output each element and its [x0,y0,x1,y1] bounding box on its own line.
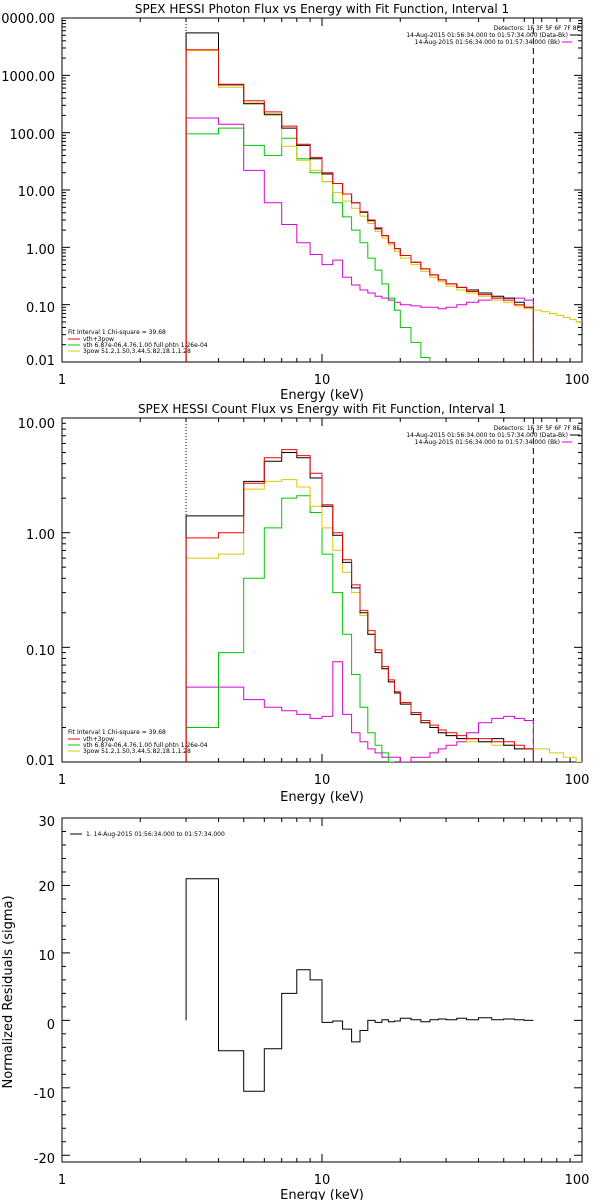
x-tick-label: 1 [58,773,66,788]
detectors-text: Detectors: 1F 3F 5F 6F 7F 8F [494,25,581,32]
y-tick-label: 20 [38,880,55,895]
detectors-text: Detectors: 1F 3F 5F 6F 7F 8F [494,425,581,432]
x-tick-label: 1 [58,373,66,388]
y-tick-label: 0.01 [26,754,55,769]
x-axis-label: Energy (keV) [280,790,364,805]
series-layer [185,878,534,1092]
series-vth [185,495,395,762]
series-vth-3pow [185,449,534,762]
y-tick-label: -10 [34,1087,55,1102]
x-tick-label: 100 [565,373,590,388]
series-vth-3pow [185,49,534,362]
y-tick-label: 10 [38,949,55,964]
power-legend-text: 3pow 51.2,1.50,3.44,5.82,18.1,1.28 [83,748,191,755]
series-3pow-tail [533,748,582,762]
y-tick-label: 0.10 [26,644,55,659]
x-axis-label: Energy (keV) [280,388,364,403]
series-3pow [185,479,534,762]
series-data-bk [185,32,534,362]
y-tick-label: 1.00 [26,528,55,543]
data-interval-text: 14-Aug-2015 01:56:34.000 to 01:57:34.000… [406,432,568,439]
series-layer [185,418,582,762]
x-tick-label: 10 [314,1173,331,1188]
bk-interval-text: 14-Aug-2015 01:56:34.000 to 01:57:34.000… [415,39,560,46]
y-tick-label: -20 [34,1152,55,1167]
y-tick-label: 30 [38,815,55,830]
y-tick-label: 10.00 [18,417,55,432]
residuals-chart: Energy (keV) Normalized Residuals (sigma… [1,815,589,1200]
x-tick-label: 100 [565,773,590,788]
residual-legend-text: 1. 14-Aug-2015 01:56:34.000 to 01:57:34.… [86,831,225,838]
chart-title: SPEX HESSI Photon Flux vs Energy with Fi… [135,2,509,16]
plot-area-3 [61,817,583,1163]
x-tick-label: 10 [314,373,331,388]
y-tick-label: 1000.00 [1,70,55,85]
series-bk [185,117,534,362]
y-tick-label: 1.00 [26,243,55,258]
series-3pow-tail [533,309,582,323]
y-tick-label: 10.00 [18,185,55,200]
y-axis-label: Normalized Residuals (sigma) [1,895,16,1088]
y-tick-label: 0.10 [26,301,55,316]
total-legend-text: vth+3pow [83,336,114,343]
series-layer [185,18,582,362]
x-tick-label: 1 [58,1173,66,1188]
y-tick-label: 0000.00 [1,12,55,27]
axes-frame [61,17,583,363]
thermal-legend-text: vth 6.87e-06,4.76,1.00 full phtn 1.26e-0… [83,742,208,749]
data-interval-text: 14-Aug-2015 01:56:34.000 to 01:57:34.000… [406,32,568,39]
plot-area-1 [61,17,583,363]
fit-legend-title: Fit Interval 1 Chi-square = 39.68 [68,329,166,336]
plot-area-2 [61,417,583,763]
axes-frame [61,417,583,763]
bk-interval-text: 14-Aug-2015 01:56:34.000 to 01:57:34.000… [415,439,560,446]
fit-legend-title: Fit Interval 1 Chi-square = 39.68 [68,729,166,736]
power-legend-text: 3pow 51.2,1.50,3.44,5.82,18.1,1.28 [83,348,191,355]
y-tick-label: 0 [47,1018,55,1033]
x-axis-label: Energy (keV) [280,1188,364,1200]
total-legend-text: vth+3pow [83,736,114,743]
photon-flux-chart: SPEX HESSI Photon Flux vs Energy with Fi… [1,2,589,403]
y-tick-label: 100.00 [10,128,56,143]
thermal-legend-text: vth 6.87e-06,4.76,1.00 full phtn 1.26e-0… [83,342,208,349]
count-flux-chart: SPEX HESSI Count Flux vs Energy with Fit… [18,402,590,805]
series-1--14-aug-2015-01-56-34-000-to-01-57-34-000 [185,878,534,1092]
y-tick-label: 0.01 [26,354,55,369]
x-tick-label: 100 [565,1173,590,1188]
chart-title: SPEX HESSI Count Flux vs Energy with Fit… [138,402,506,416]
series-bk [185,661,534,762]
series-vth [185,127,431,362]
x-tick-label: 10 [314,773,331,788]
